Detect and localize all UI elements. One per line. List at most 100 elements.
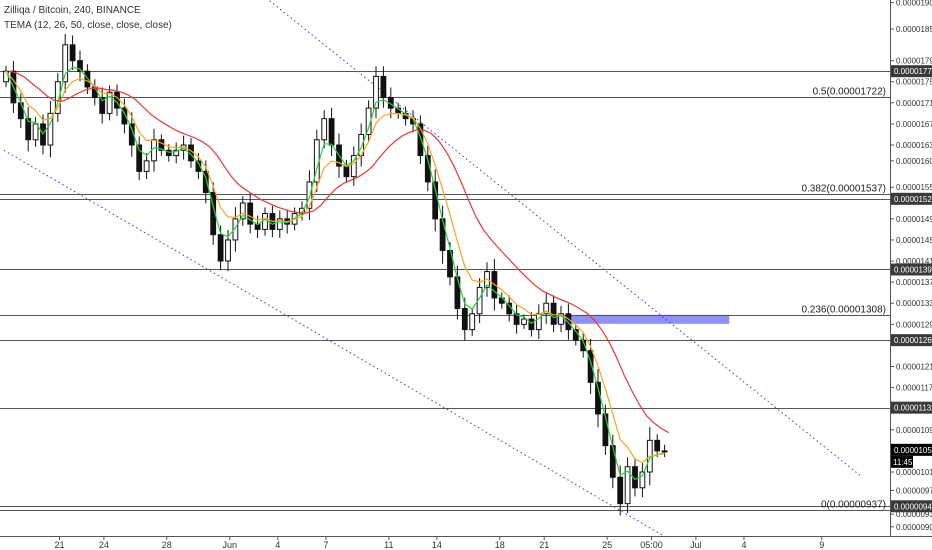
time-tick-label: 28 (162, 540, 172, 550)
candle (78, 51, 83, 82)
candle-body (144, 161, 149, 172)
price-level-badge: 0.00000945 (891, 500, 932, 512)
candle (240, 196, 245, 226)
price-level-badge-label: 0.00001132 (894, 404, 932, 413)
countdown-badge: 11:45 (891, 456, 913, 468)
indicator-label: TEMA (12, 26, 50, close, close, close) (4, 18, 172, 33)
candle-body (218, 235, 223, 261)
candle (433, 169, 438, 231)
chart-title: Zilliqa / Bitcoin, 240, BINANCE (4, 3, 172, 18)
current-price-badge-label: 0.00001052 (894, 446, 932, 455)
candle-body (329, 119, 334, 145)
time-tick-label: 7 (323, 540, 328, 550)
candle-body (381, 76, 386, 97)
candle-body (322, 119, 327, 140)
chart-legend: Zilliqa / Bitcoin, 240, BINANCE TEMA (12… (4, 3, 172, 33)
candle-body (470, 314, 475, 330)
time-tick-label: 18 (495, 540, 505, 550)
candle (137, 136, 142, 179)
candle (514, 304, 519, 333)
candle (322, 110, 327, 148)
candle (359, 124, 364, 167)
fib-level-label: 0.236(0.00001308) (801, 305, 886, 316)
price-tick-label: 0.00001490 (896, 215, 932, 224)
candle (544, 293, 549, 324)
candle-body (462, 309, 467, 330)
tema-12-line (6, 67, 665, 479)
fib-level-label: 0.382(0.00001537) (801, 184, 886, 195)
candle (63, 34, 68, 93)
price-level-badge: 0.00001528 (891, 193, 932, 205)
candle-body (70, 45, 75, 61)
candle (610, 435, 615, 488)
candle (92, 79, 97, 105)
candle-body (662, 451, 667, 452)
candle (662, 445, 667, 457)
candle (499, 293, 504, 309)
price-level-badge-label: 0.00000945 (894, 502, 932, 511)
candle-body (455, 277, 460, 309)
candle (48, 101, 53, 158)
candle (470, 308, 475, 336)
candle (640, 463, 645, 497)
price-tick-label: 0.00001170 (896, 384, 932, 393)
time-tick-label: 21 (54, 540, 64, 550)
time-tick-label: 4 (741, 540, 746, 550)
time-tick-label: 05:00 (640, 540, 663, 550)
price-tick-label: 0.00001010 (896, 468, 932, 477)
candle (4, 66, 9, 87)
price-level-badge-label: 0.00001394 (894, 265, 932, 274)
candle (411, 110, 416, 132)
candle (329, 108, 334, 156)
price-tick-label: 0.00001210 (896, 363, 932, 372)
candle-body (263, 214, 268, 230)
countdown-label: 11:45 (893, 458, 913, 467)
candle-body (18, 103, 23, 119)
fib-level-label: 0.5(0.00001722) (813, 87, 886, 98)
candle (70, 35, 75, 69)
fib-level-label: 0(0.00000937) (821, 500, 886, 511)
time-tick-label: 21 (539, 540, 549, 550)
candle-body (152, 140, 157, 161)
price-tick-label: 0.00000975 (896, 486, 932, 495)
price-level-badge: 0.00001260 (891, 334, 932, 346)
candle (152, 129, 157, 172)
price-tick-label: 0.00001600 (896, 157, 932, 166)
time-tick-label: Jul (690, 540, 702, 550)
price-tick-label: 0.00001090 (896, 426, 932, 435)
candle-body (655, 440, 660, 451)
channel-line-lower (4, 150, 663, 535)
time-tick-label: 9 (819, 540, 824, 550)
candle-body (226, 240, 231, 261)
candle-body (618, 477, 623, 503)
time-tick-label: 25 (602, 540, 612, 550)
candle (596, 369, 601, 427)
candle-body (522, 319, 527, 324)
candle (26, 107, 31, 152)
price-tick-label: 0.00001450 (896, 236, 932, 245)
candle (374, 66, 379, 118)
tema-50-line (10, 71, 669, 433)
candle-body (307, 182, 312, 208)
candle-body (344, 166, 349, 177)
candle-body (63, 45, 68, 82)
price-tick-label: 0.00001630 (896, 141, 932, 150)
price-tick-label: 0.00001790 (896, 57, 932, 66)
candle (559, 306, 564, 332)
time-tick-label: 4 (275, 540, 280, 550)
price-level-badge-label: 0.00001528 (894, 195, 932, 204)
price-level-badge: 0.00001394 (891, 263, 932, 275)
candle (159, 134, 164, 155)
candle (418, 115, 423, 164)
tema-26-line (6, 71, 665, 462)
